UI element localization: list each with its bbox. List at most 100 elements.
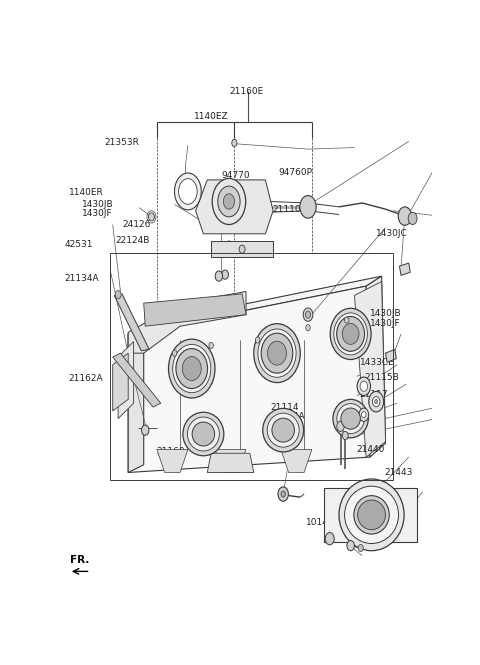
Text: 1433CE: 1433CE (360, 358, 395, 366)
Ellipse shape (341, 408, 360, 429)
Circle shape (357, 377, 371, 396)
Ellipse shape (254, 324, 300, 382)
Ellipse shape (330, 309, 371, 360)
Polygon shape (118, 342, 133, 418)
Text: 1571TC: 1571TC (212, 250, 246, 259)
Circle shape (239, 245, 245, 253)
Polygon shape (385, 349, 396, 362)
Circle shape (300, 196, 316, 218)
Text: 21117: 21117 (360, 390, 388, 399)
Text: 21440: 21440 (356, 445, 384, 454)
Text: 94770: 94770 (222, 171, 251, 180)
Circle shape (398, 207, 411, 225)
Ellipse shape (345, 486, 398, 543)
Text: 1430JF: 1430JF (370, 319, 400, 328)
Ellipse shape (218, 186, 240, 217)
Text: 1430JF: 1430JF (82, 209, 112, 218)
Polygon shape (114, 294, 149, 351)
Circle shape (347, 541, 354, 551)
Polygon shape (324, 488, 417, 542)
Polygon shape (128, 286, 370, 473)
Circle shape (255, 337, 260, 343)
Text: 21160: 21160 (156, 447, 185, 456)
Circle shape (375, 400, 378, 404)
Ellipse shape (182, 356, 201, 380)
Circle shape (232, 140, 237, 146)
Polygon shape (113, 353, 161, 407)
Circle shape (360, 381, 368, 392)
Ellipse shape (261, 333, 293, 373)
Ellipse shape (358, 500, 385, 530)
Ellipse shape (168, 339, 215, 398)
Ellipse shape (334, 313, 367, 355)
Text: 21160E: 21160E (229, 87, 263, 96)
Circle shape (369, 392, 384, 412)
Circle shape (358, 545, 363, 551)
Text: 1014CL: 1014CL (305, 518, 340, 527)
Circle shape (337, 421, 344, 432)
Ellipse shape (337, 404, 364, 434)
Ellipse shape (272, 418, 294, 442)
Polygon shape (128, 325, 144, 473)
Ellipse shape (173, 344, 211, 393)
Ellipse shape (342, 323, 359, 344)
Ellipse shape (223, 194, 235, 209)
Ellipse shape (179, 179, 197, 204)
Ellipse shape (336, 317, 365, 351)
Ellipse shape (263, 408, 304, 452)
Text: 1140ER: 1140ER (69, 188, 104, 197)
Circle shape (359, 408, 369, 422)
Text: 21134A: 21134A (64, 273, 99, 283)
Polygon shape (128, 291, 246, 353)
Polygon shape (144, 294, 246, 327)
Circle shape (215, 271, 223, 281)
Circle shape (305, 311, 311, 319)
Polygon shape (366, 276, 385, 457)
Polygon shape (355, 281, 385, 457)
Circle shape (281, 491, 286, 497)
Circle shape (278, 487, 288, 501)
Text: 21443: 21443 (384, 468, 413, 477)
Circle shape (306, 325, 310, 331)
Ellipse shape (267, 413, 299, 447)
Text: 21353R: 21353R (105, 138, 140, 148)
Circle shape (303, 308, 313, 321)
Ellipse shape (192, 422, 215, 446)
Circle shape (209, 342, 213, 348)
Ellipse shape (187, 417, 219, 451)
Bar (110, 253, 393, 480)
Ellipse shape (354, 495, 389, 534)
Polygon shape (399, 263, 410, 275)
Polygon shape (215, 450, 246, 473)
Text: 22124B: 22124B (115, 236, 149, 245)
Circle shape (172, 350, 177, 356)
Polygon shape (281, 450, 312, 473)
Ellipse shape (175, 173, 201, 210)
Ellipse shape (258, 329, 296, 377)
Text: 1430JC: 1430JC (375, 229, 407, 237)
Text: 21162A: 21162A (68, 374, 103, 383)
Circle shape (361, 412, 366, 418)
Circle shape (222, 270, 228, 279)
Circle shape (372, 396, 380, 407)
Text: 1430JB: 1430JB (370, 309, 401, 319)
Circle shape (325, 533, 334, 545)
Polygon shape (157, 450, 188, 473)
Polygon shape (207, 454, 254, 473)
Text: 21110B: 21110B (273, 205, 308, 215)
Polygon shape (196, 180, 273, 234)
Text: 42531: 42531 (64, 240, 93, 249)
Text: 21114A: 21114A (271, 412, 305, 421)
Text: 24126: 24126 (122, 220, 151, 229)
Circle shape (148, 213, 155, 221)
Text: 94760P: 94760P (279, 168, 313, 177)
Circle shape (342, 432, 348, 440)
Ellipse shape (183, 412, 224, 456)
Text: FR.: FR. (71, 555, 90, 565)
Ellipse shape (212, 178, 246, 225)
Circle shape (115, 291, 121, 299)
Circle shape (142, 425, 149, 436)
Ellipse shape (176, 348, 207, 388)
Polygon shape (113, 353, 128, 411)
Ellipse shape (339, 479, 404, 551)
